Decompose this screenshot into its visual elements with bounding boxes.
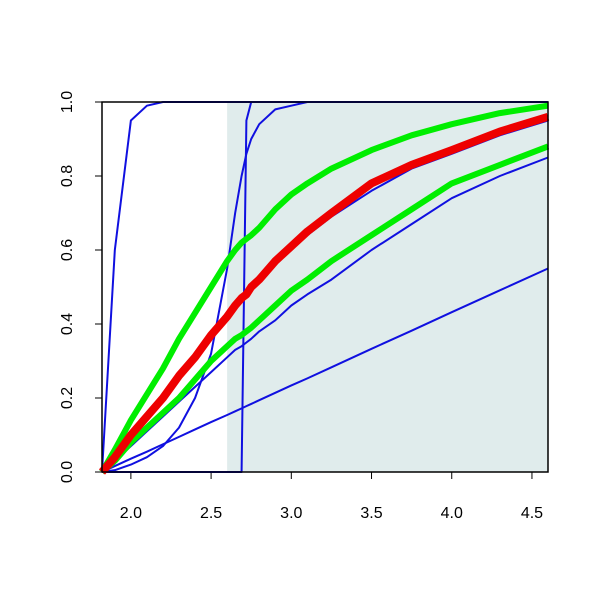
y-tick-label: 0.8	[59, 165, 76, 187]
y-tick-label: 0.0	[59, 461, 76, 483]
y-tick-label: 1.0	[59, 91, 76, 113]
x-tick-label: 2.0	[120, 505, 142, 522]
plot-frame	[101, 101, 549, 473]
y-tick-label: 0.4	[59, 313, 76, 335]
series-line	[101, 267, 549, 473]
series-line	[99, 102, 549, 474]
y-tick-label: 0.6	[59, 239, 76, 261]
x-tick-label: 4.0	[441, 505, 463, 522]
series-line	[100, 143, 550, 475]
shaded-region	[227, 102, 548, 472]
series-line	[98, 112, 550, 475]
x-tick-label: 3.5	[360, 505, 382, 522]
x-tick-label: 3.0	[280, 505, 302, 522]
y-tick-label: 0.2	[59, 387, 76, 409]
x-tick-label: 2.5	[200, 505, 222, 522]
x-tick-label: 4.5	[521, 505, 543, 522]
